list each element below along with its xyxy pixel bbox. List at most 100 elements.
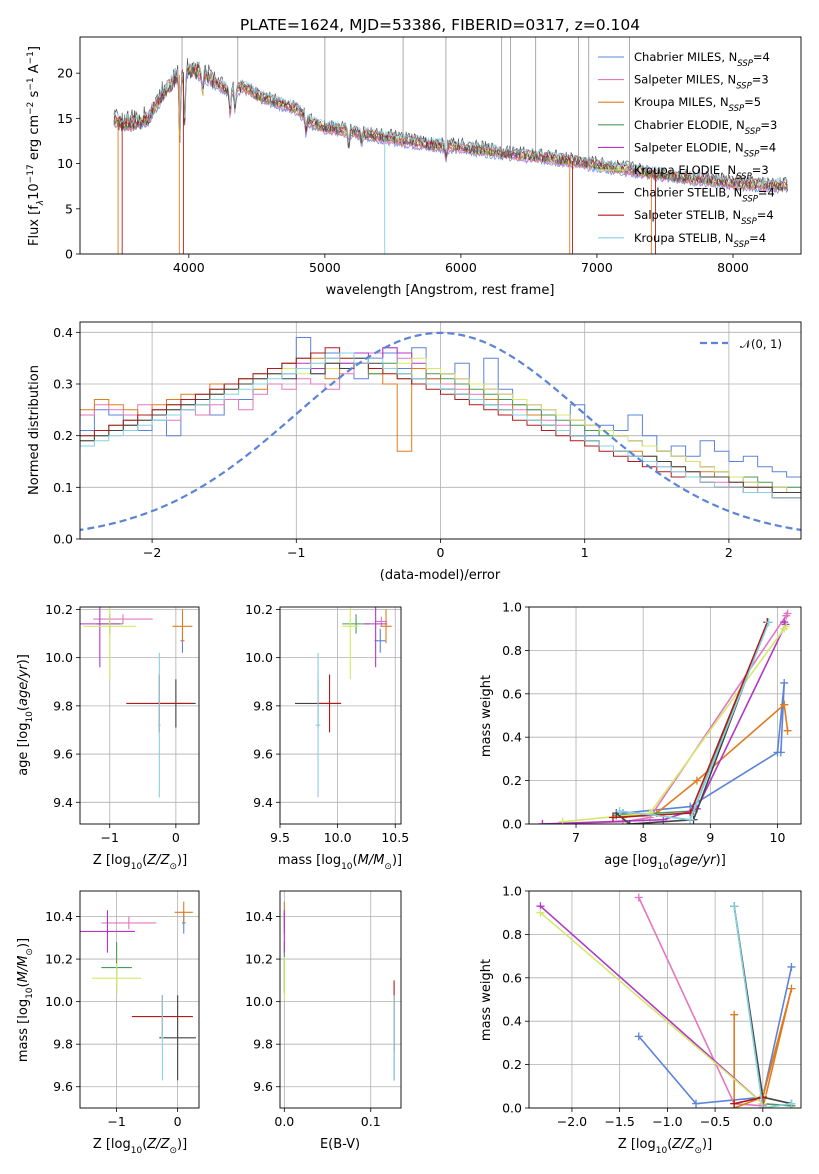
mass-vs-ebv-panel: 0.0 0.1 9.6 9.8 10.0 10.2 10.4 E(B-V) xyxy=(245,890,402,1152)
label-part: 10 xyxy=(25,987,35,999)
legend-sub: SSP xyxy=(742,195,758,205)
massweight-point xyxy=(782,611,791,620)
label-part: −1 xyxy=(26,51,36,64)
massweight-point xyxy=(782,622,791,631)
x-tick-label: −2.0 xyxy=(557,1114,587,1129)
legend-label: Salpeter ELODIE, N xyxy=(634,140,744,154)
spectrum-series-line xyxy=(113,68,788,195)
y-tick-label: 9.8 xyxy=(253,698,273,713)
y-tick-label: 9.6 xyxy=(53,1079,73,1094)
label-part: )] xyxy=(392,853,402,868)
label-part: 10 xyxy=(131,1146,143,1156)
y-tick-label: 20 xyxy=(57,66,73,81)
label-part: ( xyxy=(669,853,674,868)
massweight-series-line xyxy=(733,906,792,1108)
label-part: Flux [f xyxy=(27,205,42,246)
legend-sub: SSP xyxy=(736,82,752,92)
x-tick-label: 9 xyxy=(706,830,714,845)
massweight-point xyxy=(536,908,545,917)
massweight-point xyxy=(783,726,792,735)
y-tick-label: 0.4 xyxy=(502,730,522,745)
x-tick-label: −1 xyxy=(287,545,305,560)
label-part: mass [log xyxy=(16,999,31,1062)
massweight-point xyxy=(692,776,701,785)
label-part: ( xyxy=(353,853,358,868)
legend-label: Salpeter STELIB, N xyxy=(634,208,741,222)
y-tick-label: 0.6 xyxy=(502,686,522,701)
label-part: 10 xyxy=(341,862,353,872)
errorbar-point xyxy=(92,963,142,994)
massweight-point xyxy=(780,678,789,687)
label-part: ⊙ xyxy=(694,1146,702,1156)
errorbar-group xyxy=(294,607,392,798)
x-axis-label: E(B-V) xyxy=(320,1137,360,1152)
label-part: M/M xyxy=(16,956,31,983)
y-tick-label: 10.4 xyxy=(45,909,73,924)
legend-sub: SSP xyxy=(729,104,745,114)
legend-sub: SSP xyxy=(736,172,752,182)
massweight-point xyxy=(625,820,634,824)
y-tick-label: 9.6 xyxy=(253,1079,273,1094)
massweight-point xyxy=(776,748,785,757)
y-axis-label: mass [log10(M/M⊙)] xyxy=(16,938,35,1062)
massweight-point xyxy=(730,902,739,911)
x-tick-label: 7000 xyxy=(581,260,613,275)
legend-entry: Chabrier ELODIE, NSSP=3 xyxy=(634,118,777,137)
massweight-point xyxy=(787,984,796,993)
label-part: Z [log xyxy=(93,1137,131,1152)
massweight-point xyxy=(608,813,617,822)
x-axis-label: Z [log10(Z/Z⊙)] xyxy=(93,1137,187,1156)
massweight-point xyxy=(538,820,547,824)
y-tick-label: 0.4 xyxy=(502,1014,522,1029)
legend-suffix: =3 xyxy=(752,163,769,177)
legend-suffix: =4 xyxy=(749,231,766,245)
massweight-point xyxy=(692,1099,701,1108)
errorbar-group xyxy=(80,607,196,798)
massweight-point xyxy=(634,893,643,902)
y-tick-label: 1.0 xyxy=(502,600,522,615)
label-part: ( xyxy=(142,1137,147,1152)
normal-distribution-curve xyxy=(80,331,801,532)
legend-entry: Salpeter STELIB, NSSP=4 xyxy=(634,208,774,227)
label-part: 10 xyxy=(131,862,143,872)
y-axis-label: Flux [fλ10−17 erg cm−2 s−1 A−1] xyxy=(26,46,46,246)
legend-entry: 𝒩(0, 1) xyxy=(740,337,782,351)
label-part: ( xyxy=(16,982,31,987)
massweight-point xyxy=(686,815,695,824)
spectrum-series-line xyxy=(113,61,788,186)
y-tick-label: 0.0 xyxy=(502,1101,522,1116)
x-tick-label: −0.5 xyxy=(700,1114,730,1129)
label-part: ⊙ xyxy=(384,862,392,872)
y-tick-label: 9.8 xyxy=(253,1037,273,1052)
errorbar-group xyxy=(80,901,196,1081)
spectrum-lines xyxy=(113,37,788,254)
errorbar-point xyxy=(80,910,135,953)
y-axis-label: mass weight xyxy=(479,675,494,757)
x-tick-label: −1 xyxy=(107,1114,125,1129)
massweight-series-line xyxy=(615,621,769,824)
legend-entry: Salpeter ELODIE, NSSP=4 xyxy=(634,140,776,159)
x-tick-label: −1.5 xyxy=(604,1114,634,1129)
age-vs-mass-panel: 9.5 10.0 10.5 9.4 9.6 9.8 10.0 10.2 mass [log10(… xyxy=(245,602,409,872)
x-axis-label: age [log10(age/yr)] xyxy=(604,853,726,872)
label-part: −17 xyxy=(26,164,36,183)
legend-entry: Kroupa STELIB, NSSP=4 xyxy=(634,231,766,250)
errorbar-point xyxy=(101,916,157,930)
x-tick-label: 8 xyxy=(639,830,647,845)
massweight-point xyxy=(764,618,773,627)
legend-suffix: =4 xyxy=(753,50,770,64)
x-tick-label: 8000 xyxy=(717,260,749,275)
label-part: age/yr xyxy=(674,853,717,868)
y-tick-label: 5 xyxy=(65,201,73,216)
legend-suffix: =3 xyxy=(752,73,769,87)
errorbar-point xyxy=(342,607,359,680)
x-tick-label: 6000 xyxy=(445,260,477,275)
legend-sub: SSP xyxy=(744,149,760,159)
axes-frame xyxy=(279,890,402,1109)
legend-suffix: =5 xyxy=(744,95,761,109)
y-tick-label: 0.2 xyxy=(502,773,522,788)
x-tick-label: 10.5 xyxy=(381,830,409,845)
y-tick-label: 10.2 xyxy=(245,602,273,617)
